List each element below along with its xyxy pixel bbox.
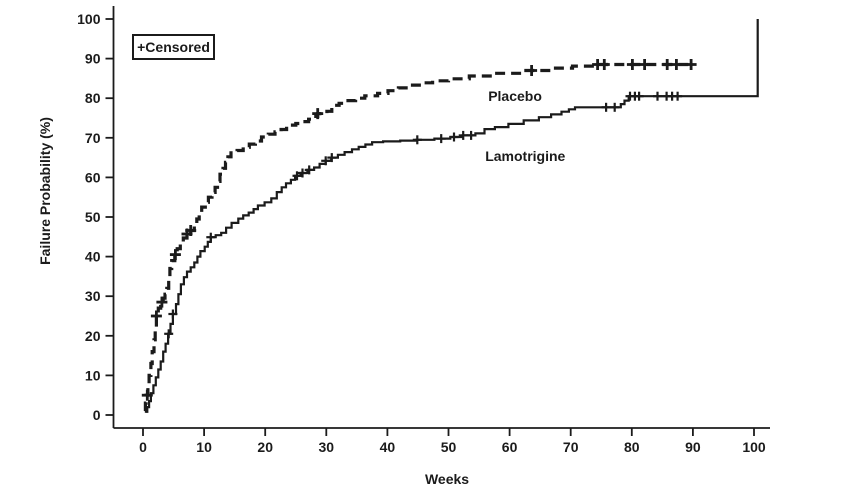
y-tick-label: 30 xyxy=(85,288,101,304)
x-tick-label: 10 xyxy=(196,439,212,455)
x-tick-label: 40 xyxy=(380,439,396,455)
y-tick-label: 40 xyxy=(85,249,101,265)
x-tick-label: 50 xyxy=(441,439,457,455)
x-tick-label: 60 xyxy=(502,439,518,455)
x-tick-label: 80 xyxy=(624,439,640,455)
y-tick-label: 100 xyxy=(77,11,101,27)
y-tick-label: 60 xyxy=(85,169,101,185)
x-tick-label: 30 xyxy=(319,439,335,455)
x-tick-label: 70 xyxy=(563,439,579,455)
x-axis-title: Weeks xyxy=(424,471,470,487)
x-tick-label: 0 xyxy=(139,439,147,455)
lamotrigine-series-label: Lamotrigine xyxy=(485,148,565,164)
x-tick-label: 90 xyxy=(685,439,701,455)
censored-legend: +Censored xyxy=(132,34,215,60)
y-tick-label: 20 xyxy=(85,328,101,344)
y-tick-label: 70 xyxy=(85,130,101,146)
y-tick-label: 80 xyxy=(85,90,101,106)
y-tick-label: 50 xyxy=(85,209,101,225)
y-tick-label: 0 xyxy=(93,407,101,423)
censored-legend-label: +Censored xyxy=(137,39,210,55)
placebo-series-label: Placebo xyxy=(488,88,542,104)
x-tick-label: 20 xyxy=(257,439,273,455)
lamotrigine-curve xyxy=(145,19,759,413)
x-tick-label: 100 xyxy=(742,439,766,455)
y-tick-label: 10 xyxy=(85,367,101,383)
placebo-curve xyxy=(143,62,693,413)
y-axis-title: Failure Probability (%) xyxy=(37,117,53,265)
y-tick-label: 90 xyxy=(85,51,101,67)
